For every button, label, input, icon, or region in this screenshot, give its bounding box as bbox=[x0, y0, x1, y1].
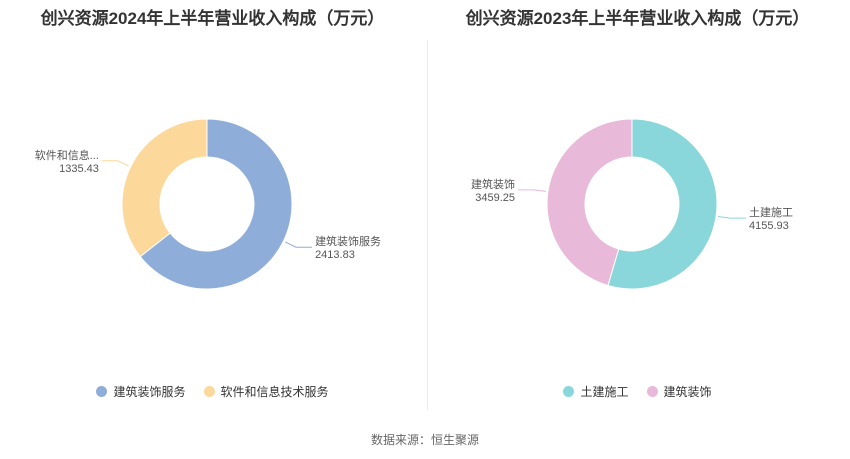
slice-value-label: 4155.93 bbox=[749, 220, 789, 232]
leader-line bbox=[518, 189, 546, 193]
chart-title-2023: 创兴资源2023年上半年营业收入构成（万元） bbox=[465, 9, 810, 28]
leader-line bbox=[101, 160, 129, 167]
slice-label: 建筑装饰服务 bbox=[315, 234, 381, 248]
legend-2024: 建筑装饰服务 软件和信息技术服务 bbox=[0, 383, 425, 400]
legend-dot-icon bbox=[203, 386, 215, 397]
data-source: 数据来源：恒生聚源 bbox=[370, 433, 479, 447]
leader-line bbox=[285, 241, 313, 248]
slice-value-label: 3459.25 bbox=[475, 192, 515, 204]
legend-item[interactable]: 建筑装饰服务 bbox=[96, 383, 186, 400]
legend-item[interactable]: 建筑装饰 bbox=[646, 383, 712, 400]
legend-2023: 土建施工 建筑装饰 bbox=[425, 383, 850, 400]
chart-panel-2024: 创兴资源2024年上半年营业收入构成（万元） 建筑装饰服务 2413.83 软件和信… bbox=[0, 0, 425, 420]
legend-label: 软件和信息技术服务 bbox=[220, 385, 329, 399]
slice-value-label: 2413.83 bbox=[315, 249, 355, 261]
donut-slice[interactable] bbox=[121, 118, 208, 258]
chart-title-2024: 创兴资源2024年上半年营业收入构成（万元） bbox=[40, 9, 385, 28]
slice-label: 软件和信息... bbox=[35, 148, 99, 162]
slice-value-label: 1335.43 bbox=[59, 163, 99, 175]
legend-label: 土建施工 bbox=[580, 385, 629, 399]
legend-label: 建筑装饰服务 bbox=[113, 385, 186, 399]
slice-label: 土建施工 bbox=[749, 205, 793, 219]
donut-slice[interactable] bbox=[607, 118, 718, 290]
legend-dot-icon bbox=[563, 386, 575, 397]
chart-panel-2023: 创兴资源2023年上半年营业收入构成（万元） 土建施工 4155.93 建筑装饰 34… bbox=[425, 0, 850, 420]
slice-label: 建筑装饰 bbox=[471, 177, 515, 191]
legend-dot-icon bbox=[96, 386, 108, 397]
panel-divider bbox=[427, 40, 428, 410]
donut-slice[interactable] bbox=[546, 118, 633, 287]
leader-line bbox=[718, 215, 746, 219]
legend-item[interactable]: 土建施工 bbox=[563, 383, 629, 400]
legend-dot-icon bbox=[646, 386, 658, 397]
legend-label: 建筑装饰 bbox=[663, 385, 712, 399]
donut-slice[interactable] bbox=[139, 118, 293, 290]
legend-item[interactable]: 软件和信息技术服务 bbox=[203, 383, 329, 400]
